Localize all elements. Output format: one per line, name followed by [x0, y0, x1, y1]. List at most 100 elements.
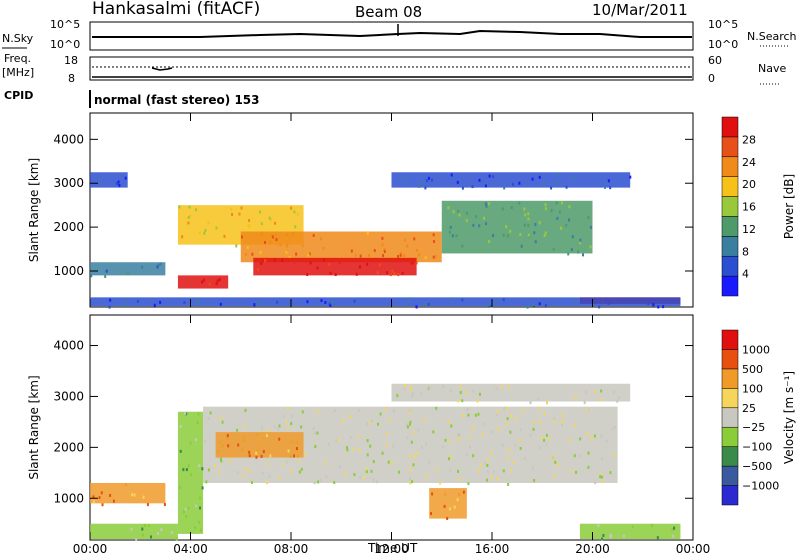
echo-speckle [286, 233, 289, 237]
echo-speckle [285, 250, 288, 254]
echo-speckle [539, 445, 542, 449]
echo-speckle [98, 496, 101, 500]
echo-speckle [237, 443, 240, 447]
colorbar-swatch [721, 196, 739, 217]
colorbar-tick-label: 16 [742, 201, 756, 214]
colorbar-tick-label: 1000 [742, 343, 770, 356]
echo-speckle [426, 474, 429, 478]
echo-speckle [287, 449, 290, 453]
echo-speckle [601, 537, 604, 541]
echo-speckle [264, 259, 267, 263]
echo-speckle [472, 389, 475, 393]
echo-speckle [451, 297, 454, 301]
echo-speckle [316, 409, 319, 413]
echo-speckle [241, 448, 244, 452]
echo-speckle [582, 253, 585, 257]
echo-speckle [604, 185, 607, 189]
echo-speckle [524, 213, 527, 217]
echo-speckle [512, 182, 515, 186]
echo-band [90, 482, 166, 504]
echo-speckle [286, 426, 289, 430]
echo-speckle [461, 399, 464, 403]
echo-speckle [294, 225, 297, 229]
echo-speckle [255, 451, 258, 455]
echo-speckle [105, 269, 108, 273]
echo-speckle [531, 466, 534, 470]
echo-speckle [469, 435, 472, 439]
echo-speckle [456, 469, 459, 473]
echo-speckle [415, 261, 418, 265]
echo-speckle [471, 185, 474, 189]
echo-speckle [431, 492, 434, 496]
colorbar-swatch [721, 216, 739, 237]
echo-speckle [597, 524, 600, 528]
echo-speckle [515, 417, 518, 421]
echo-speckle [240, 206, 243, 210]
echo-speckle [372, 478, 375, 482]
cpid-text: normal (fast stereo) 153 [94, 93, 260, 107]
echo-speckle [600, 473, 603, 477]
echo-speckle [472, 223, 475, 227]
y-tick-label: 3000 [53, 389, 84, 403]
echo-speckle [527, 233, 530, 237]
echo-speckle [393, 272, 396, 276]
echo-speckle [622, 534, 625, 538]
echo-band [90, 523, 178, 539]
echo-speckle [450, 454, 453, 458]
echo-speckle [408, 477, 411, 481]
echo-speckle [556, 216, 559, 220]
y-tick-label: 2000 [53, 220, 84, 234]
echo-speckle [555, 182, 558, 186]
echo-speckle [480, 463, 483, 467]
echo-speckle [185, 468, 188, 472]
freq-label-2: [MHz] [2, 66, 34, 79]
echo-speckle [218, 470, 221, 474]
echo-speckle [205, 480, 208, 484]
echo-speckle [474, 413, 477, 417]
echo-speckle [201, 467, 204, 471]
echo-speckle [391, 269, 394, 273]
echo-speckle [544, 203, 547, 207]
echo-speckle [370, 419, 373, 423]
echo-speckle [324, 301, 327, 305]
echo-speckle [425, 179, 428, 183]
echo-speckle [418, 253, 421, 257]
cpid-label: CPID [4, 89, 33, 102]
echo-speckle [467, 482, 470, 486]
echo-speckle [258, 210, 261, 214]
echo-speckle [472, 454, 475, 458]
colorbar-swatch [721, 156, 739, 177]
echo-speckle [219, 302, 222, 306]
colorbar-swatch [721, 136, 739, 158]
echo-speckle [198, 520, 201, 524]
echo-speckle [389, 273, 392, 277]
nave-tick-bottom: 0 [708, 72, 715, 85]
echo-band [441, 200, 593, 254]
echo-speckle [420, 180, 423, 184]
echo-speckle [196, 299, 199, 303]
nave-tick-top: 60 [708, 54, 722, 67]
echo-speckle [328, 263, 331, 267]
echo-speckle [260, 454, 263, 458]
echo-band [177, 411, 204, 534]
echo-speckle [178, 485, 181, 489]
echo-speckle [431, 178, 434, 182]
echo-speckle [346, 448, 349, 452]
echo-speckle [267, 429, 270, 433]
echo-speckle [92, 495, 95, 499]
echo-speckle [462, 413, 465, 417]
echo-speckle [204, 439, 207, 443]
echo-speckle [366, 262, 369, 266]
echo-speckle [381, 236, 384, 240]
echo-speckle [406, 244, 409, 248]
echo-speckle [403, 253, 406, 257]
echo-speckle [492, 175, 495, 179]
echo-speckle [565, 223, 568, 227]
echo-speckle [594, 390, 597, 394]
echo-speckle [290, 422, 293, 426]
echo-speckle [194, 438, 197, 442]
echo-speckle [409, 387, 412, 391]
echo-speckle [366, 439, 369, 443]
echo-speckle [209, 411, 212, 415]
echo-speckle [483, 421, 486, 425]
